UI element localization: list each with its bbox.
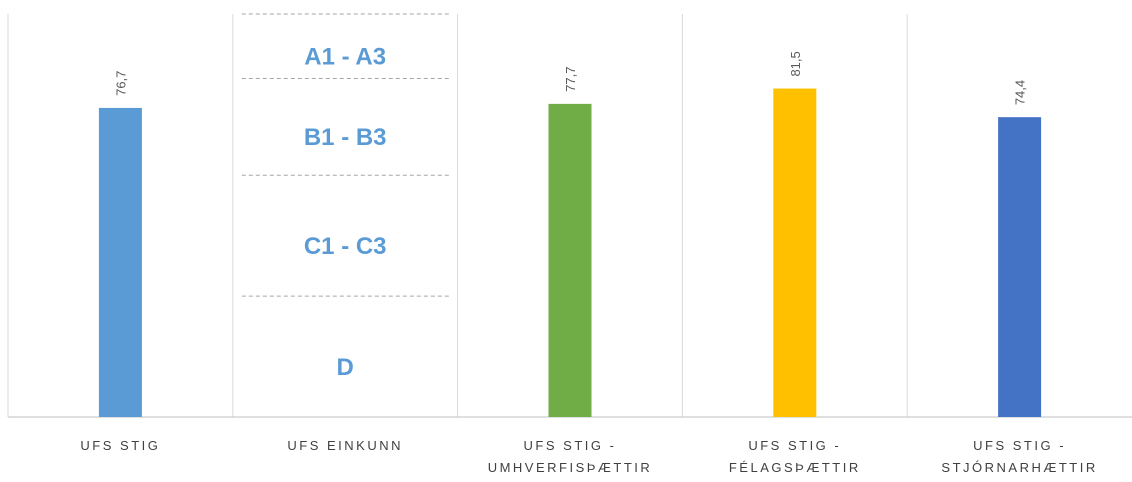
bar: [548, 103, 592, 417]
band-label: B1 - B3: [304, 124, 387, 151]
data-label: 77,7: [563, 67, 578, 92]
band-label: A1 - A3: [304, 44, 386, 71]
data-label: 76,7: [113, 71, 128, 96]
x-tick-label: STJÓRNARHÆTTIR: [941, 460, 1097, 475]
x-tick-label: FÉLAGSÞÆTTIR: [729, 460, 861, 475]
data-label: 74,4: [1013, 80, 1028, 105]
band-label: C1 - C3: [304, 233, 387, 260]
x-tick-label: UFS STIG -: [524, 438, 617, 453]
x-tick-label: UFS STIG -: [748, 438, 841, 453]
band-label: D: [337, 354, 354, 381]
x-tick-label: UFS STIG -: [973, 438, 1066, 453]
x-tick-label: UFS EINKUNN: [287, 438, 403, 453]
bar: [773, 88, 817, 418]
data-label: 81,5: [788, 51, 803, 76]
bar: [998, 117, 1042, 417]
x-tick-label: UMHVERFISÞÆTTIR: [488, 460, 653, 475]
x-tick-label: UFS STIG: [80, 438, 160, 453]
bar: [98, 107, 142, 418]
